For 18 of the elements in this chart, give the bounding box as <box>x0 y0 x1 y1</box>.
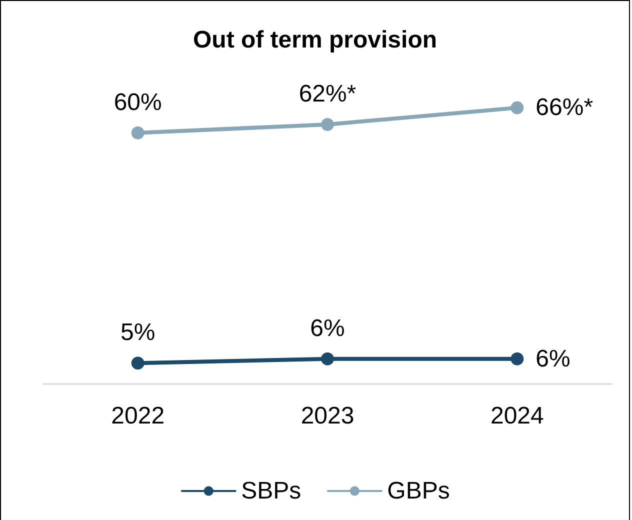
point <box>510 352 524 366</box>
legend-label: GBPs <box>387 478 450 504</box>
data-label: 6% <box>310 314 345 342</box>
point <box>321 118 334 131</box>
legend-label: SBPs <box>241 478 302 504</box>
point <box>131 356 144 370</box>
point <box>321 352 334 366</box>
data-label: 5% <box>120 319 156 346</box>
data-label: 60% <box>114 88 162 116</box>
data-label: 62%* <box>298 80 356 108</box>
data-label: 66%* <box>536 94 594 122</box>
point <box>131 126 144 140</box>
chart-title: Out of term provision <box>192 26 438 54</box>
x-tick-label: 2022 <box>111 402 165 430</box>
x-tick-label: 2024 <box>490 402 544 430</box>
point <box>510 101 524 114</box>
x-tick-label: 2023 <box>300 402 354 430</box>
data-label: 6% <box>536 345 570 372</box>
